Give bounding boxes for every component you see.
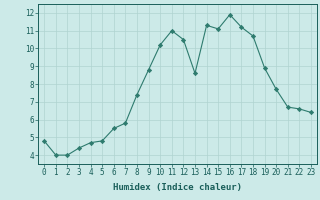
X-axis label: Humidex (Indice chaleur): Humidex (Indice chaleur)	[113, 183, 242, 192]
